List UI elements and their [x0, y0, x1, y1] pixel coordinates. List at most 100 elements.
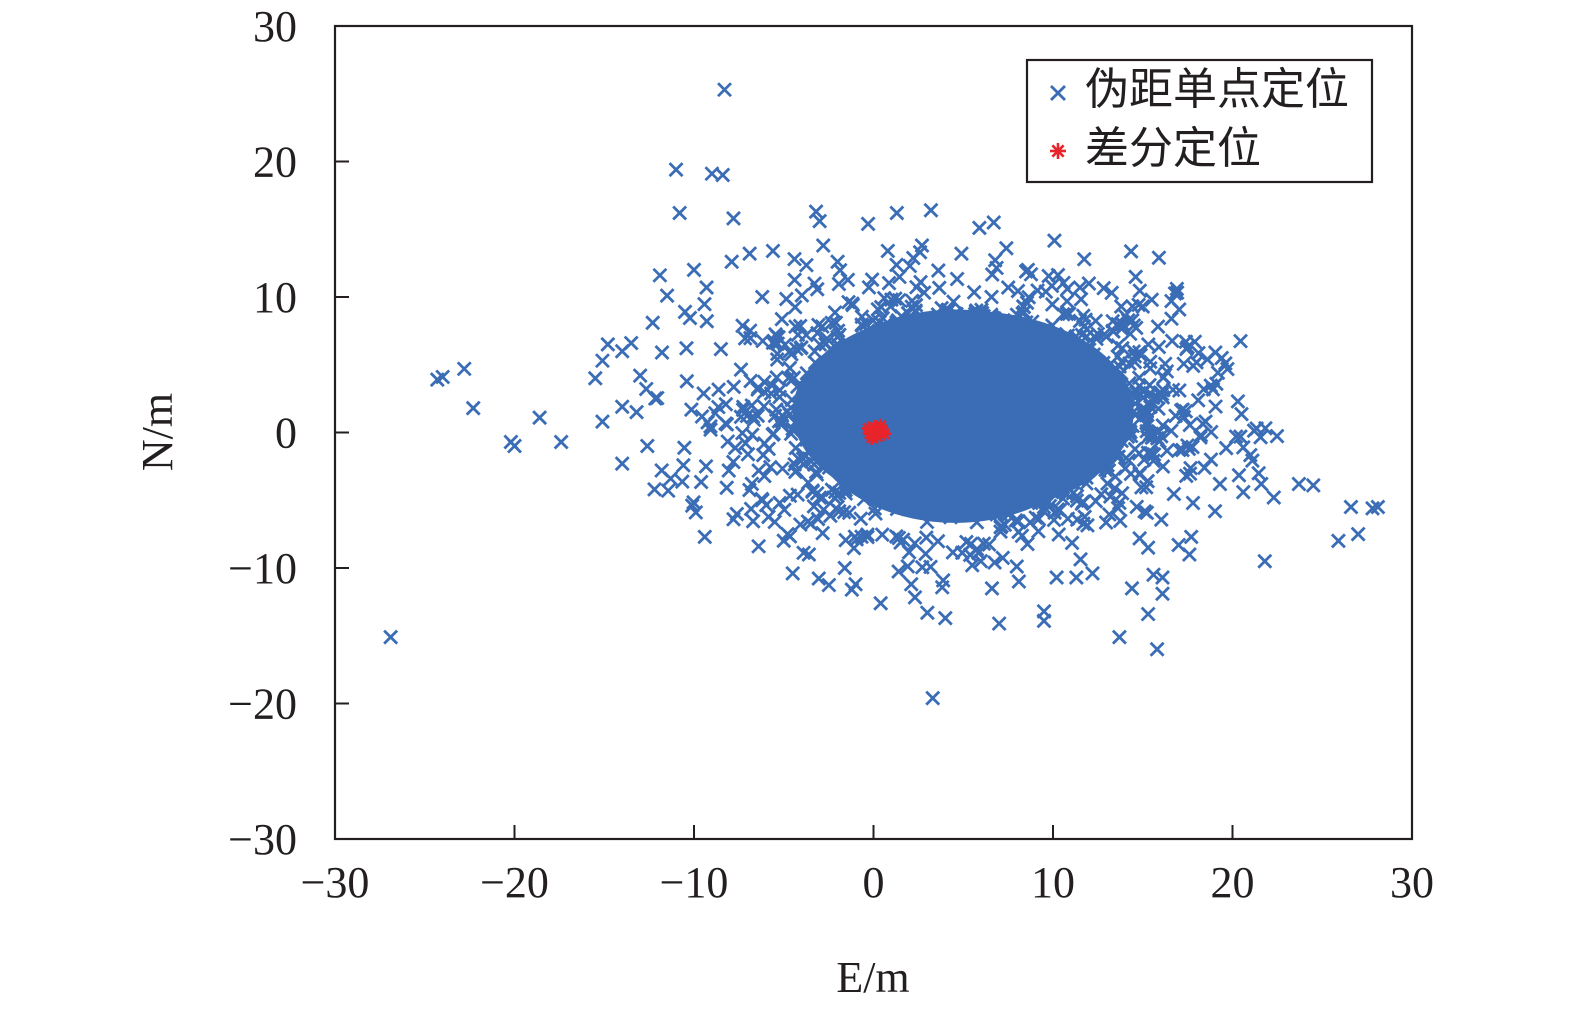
cross-point: [821, 577, 837, 593]
cross-point: [807, 343, 823, 359]
cross-point: [1269, 428, 1285, 444]
cross-point: [1085, 565, 1100, 581]
cross-point: [1107, 480, 1123, 496]
cross-point: [948, 306, 964, 322]
cross-point: [794, 287, 810, 303]
cross-point: [891, 292, 907, 308]
cross-point: [1175, 402, 1191, 418]
cross-point: [1163, 423, 1179, 439]
cross-point: [677, 304, 693, 320]
cross-point: [672, 205, 688, 221]
cross-point: [799, 365, 815, 381]
cross-point: [1231, 467, 1247, 483]
cross-point: [1159, 363, 1175, 379]
cross-point: [830, 254, 846, 270]
cross-point: [867, 506, 883, 522]
cross-point: [383, 629, 399, 645]
cross-point: [717, 82, 733, 98]
cross-point: [660, 483, 676, 499]
cross-point: [1203, 452, 1219, 468]
cross-point: [1212, 476, 1228, 492]
cross-point: [793, 339, 809, 355]
cross-point: [1208, 399, 1224, 415]
cross-point: [1049, 569, 1065, 585]
legend-box: [1025, 58, 1374, 184]
cross-point: [1235, 484, 1251, 500]
cross-point: [812, 213, 828, 229]
cross-point: [1230, 393, 1246, 409]
cross-point: [688, 504, 704, 520]
cross-point: [1183, 529, 1199, 545]
cross-point: [845, 456, 861, 472]
cross-point: [958, 534, 974, 550]
cross-point: [907, 304, 923, 320]
cross-point: [773, 417, 789, 433]
cross-point: [894, 308, 910, 324]
cross-point: [874, 527, 890, 543]
cross-point: [892, 269, 907, 285]
cross-point: [823, 355, 839, 371]
cross-point: [1102, 488, 1118, 504]
cross-point: [997, 517, 1013, 533]
cross-point: [1064, 343, 1080, 359]
cross-point: [1257, 553, 1273, 569]
cross-point: [1163, 293, 1179, 309]
cross-point: [1096, 280, 1112, 296]
cross-point: [594, 414, 610, 430]
cross-point: [964, 314, 980, 330]
cross-point: [984, 309, 1000, 325]
cross-point: [1117, 421, 1133, 437]
cross-point: [1038, 284, 1054, 300]
cross-point: [853, 511, 869, 527]
cross-point: [1019, 295, 1035, 311]
cross-point: [1050, 267, 1066, 283]
cross-point: [1090, 326, 1106, 342]
cross-point: [792, 517, 808, 533]
y-tick-label: 30: [253, 2, 297, 51]
cross-point: [1099, 423, 1115, 439]
cross-point: [737, 330, 753, 346]
cross-point: [1343, 499, 1359, 515]
cross-point: [964, 557, 980, 573]
cross-point: [1121, 453, 1137, 468]
cross-point: [1051, 526, 1067, 542]
cross-point: [1142, 354, 1158, 370]
cross-point: [849, 352, 865, 368]
cross-point: [1126, 317, 1142, 333]
cross-point: [1150, 319, 1166, 335]
cross-point: [741, 482, 757, 498]
y-tick-label: −10: [228, 544, 297, 593]
cross-point: [1233, 406, 1249, 422]
cross-point: [1140, 336, 1156, 352]
cross-point: [758, 497, 774, 513]
cross-point: [881, 275, 897, 291]
cross-point: [1078, 475, 1094, 491]
cross-point: [916, 285, 932, 301]
y-tick-label: 10: [253, 273, 297, 322]
legend-label-single-point: 伪距单点定位: [1085, 65, 1349, 114]
cross-point: [815, 238, 831, 253]
cross-point: [787, 251, 803, 267]
cross-point: [1135, 298, 1151, 314]
cross-point: [1196, 381, 1212, 397]
x-tick-label: 10: [1031, 858, 1075, 907]
cross-point: [1008, 512, 1024, 528]
cross-point: [456, 361, 472, 377]
cross-point: [987, 252, 1003, 268]
cross-point: [837, 360, 853, 376]
cross-point: [1031, 511, 1047, 527]
cross-point: [1155, 586, 1170, 602]
cross-point: [639, 438, 655, 454]
cross-point: [833, 453, 849, 469]
cross-point: [782, 488, 798, 504]
cross-point: [800, 514, 816, 530]
cross-point: [946, 294, 961, 310]
cross-point: [696, 296, 712, 312]
y-tick-label: −20: [228, 680, 297, 729]
cross-point: [1110, 500, 1126, 516]
cross-point: [754, 289, 770, 305]
cross-point: [867, 501, 883, 517]
cross-point: [713, 341, 729, 357]
cross-point: [600, 336, 616, 352]
cross-point: [1036, 504, 1052, 520]
